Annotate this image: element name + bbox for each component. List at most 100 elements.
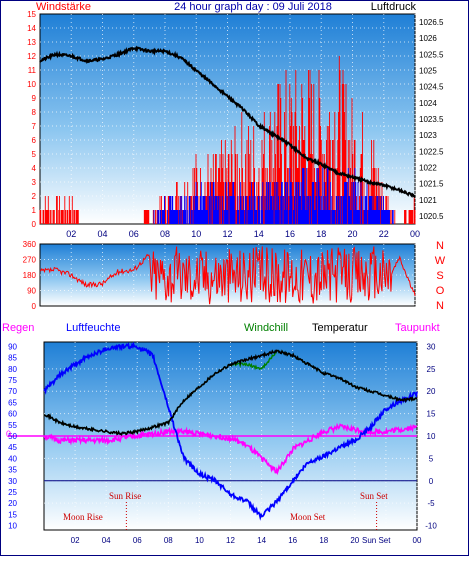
pressure-line [39,45,416,199]
humidity-tick-label: 85 [8,354,17,363]
temperature-tick-label: -5 [427,499,435,508]
humidity-tick-label: 75 [8,376,17,385]
temperatur-label: Temperatur [312,322,368,334]
wind-tick-label: 4 [32,164,37,173]
humidity-tick-label: 35 [8,466,17,475]
humidity-tick-label: 80 [8,365,17,374]
panel2-left-ticks: 360 270 180 90 0 [23,240,37,311]
direction-tick-label: 180 [23,271,37,280]
luftfeuchte-label: Luftfeuchte [66,322,120,334]
wind-tick-label: 9 [32,94,37,103]
humidity-tick-label: 40 [8,454,17,463]
humidity-tick-label: 65 [8,398,17,407]
pressure-tick-label: 1025.5 [419,50,444,59]
wind-tick-label: 12 [27,52,36,61]
compass-letter: N [436,240,444,252]
pressure-tick-label: 1026.5 [419,18,444,27]
temperature-tick-label: 15 [427,410,436,419]
x-tick-label: 06 [129,229,139,239]
direction-tick-label: 360 [23,240,37,249]
wind-title: Windstärke [36,1,91,13]
x-tick-label: 14 [254,229,264,239]
x-tick-label: 00 [410,229,420,239]
gust-bars [153,168,394,224]
compass-letter: S [436,270,443,282]
pressure-series [39,45,416,199]
wind-tick-label: 10 [27,80,36,89]
x-tick-label: 16 [285,229,295,239]
x-tick-label: 10 [195,536,204,545]
x-tick-label: 12 [222,229,232,239]
wind-tick-label: 8 [32,108,37,117]
humidity-tick-label: 30 [8,477,17,486]
temperature-tick-label: 30 [427,343,436,352]
x-tick-label: 08 [164,536,173,545]
humidity-tick-label: 15 [8,510,17,519]
temperature-line [43,349,418,437]
compass-letter: N [436,300,444,312]
pressure-tick-label: 1021 [419,196,437,205]
humidity-tick-label: 55 [8,421,17,430]
wind-tick-label: 7 [32,122,37,131]
x-tick-label: 10 [191,229,201,239]
direction-tick-label: 270 [23,256,37,265]
pressure-tick-label: 1022 [419,164,437,173]
humidity-tick-label: 45 [8,443,17,452]
chart-title: 24 hour graph day : 09 Juli 2018 [174,1,332,13]
humidity-tick-label: 20 [8,499,17,508]
pressure-tick-label: 1024 [419,99,437,108]
humidity-tick-label: 50 [8,432,17,441]
panel3-series [43,341,418,521]
temperature-tick-label: 20 [427,387,436,396]
regen-zero-value: 0 [6,429,11,439]
pressure-tick-label: 1021.5 [419,180,444,189]
x-tick-label: 20 [350,536,359,545]
x-tick-label: 20 [347,229,357,239]
pressure-tick-label: 1026 [419,34,437,43]
pressure-tick-label: 1023.5 [419,115,444,124]
pressure-tick-label: 1020.5 [419,212,444,221]
moon-set-label: Moon Set [290,512,326,522]
x-tick-label: 08 [160,229,170,239]
taupunkt-label: Taupunkt [395,322,440,334]
wind-tick-label: 15 [27,10,36,19]
wind-tick-label: 2 [32,192,37,201]
humidity-tick-label: 10 [8,522,17,531]
x-tick-label: 02 [71,536,80,545]
wind-tick-label: 6 [32,136,37,145]
pressure-tick-label: 1024.5 [419,83,444,92]
x-tick-label: 22 [379,229,389,239]
panel1-right-ticks: 1026.5 1026 1025.5 1025 1024.5 1024 1023.5 1023… [419,18,444,221]
x-tick-label: 04 [102,536,111,545]
direction-tick-label: 0 [32,302,37,311]
temperature-tick-label: 0 [429,477,434,486]
direction-tick-label: 90 [27,287,36,296]
panel3-right-ticks: 30 25 20 15 10 5 0 -5 -10 [425,343,437,531]
x-tick-label: 04 [97,229,107,239]
humidity-tick-label: 70 [8,387,17,396]
compass-letter: W [435,255,446,267]
panel1-x-ticks: 02 04 06 08 10 12 14 16 18 20 22 00 [66,229,420,239]
humidity-line [43,341,418,521]
humidity-tick-label: 25 [8,488,17,497]
wind-tick-label: 0 [32,220,37,229]
pressure-tick-label: 1023 [419,131,437,140]
x-tick-label: 02 [66,229,76,239]
sun-rise-label: Sun Rise [109,491,141,501]
sun-set-label: Sun Set [360,491,388,501]
windchill-label: Windchill [244,322,288,334]
humidity-tick-label: 90 [8,343,17,352]
wind-tick-label: 5 [32,150,37,159]
x-tick-label: 12 [226,536,235,545]
temperature-tick-label: 25 [427,365,436,374]
x-tick-label: 18 [316,229,326,239]
x-tick-label: 18 [319,536,328,545]
pressure-tick-label: 1022.5 [419,147,444,156]
wind-tick-label: 11 [28,66,37,75]
temperature-tick-label: -10 [425,522,437,531]
panel3-x-ticks: 02 04 06 08 10 12 14 16 18 20 00 [71,536,422,545]
